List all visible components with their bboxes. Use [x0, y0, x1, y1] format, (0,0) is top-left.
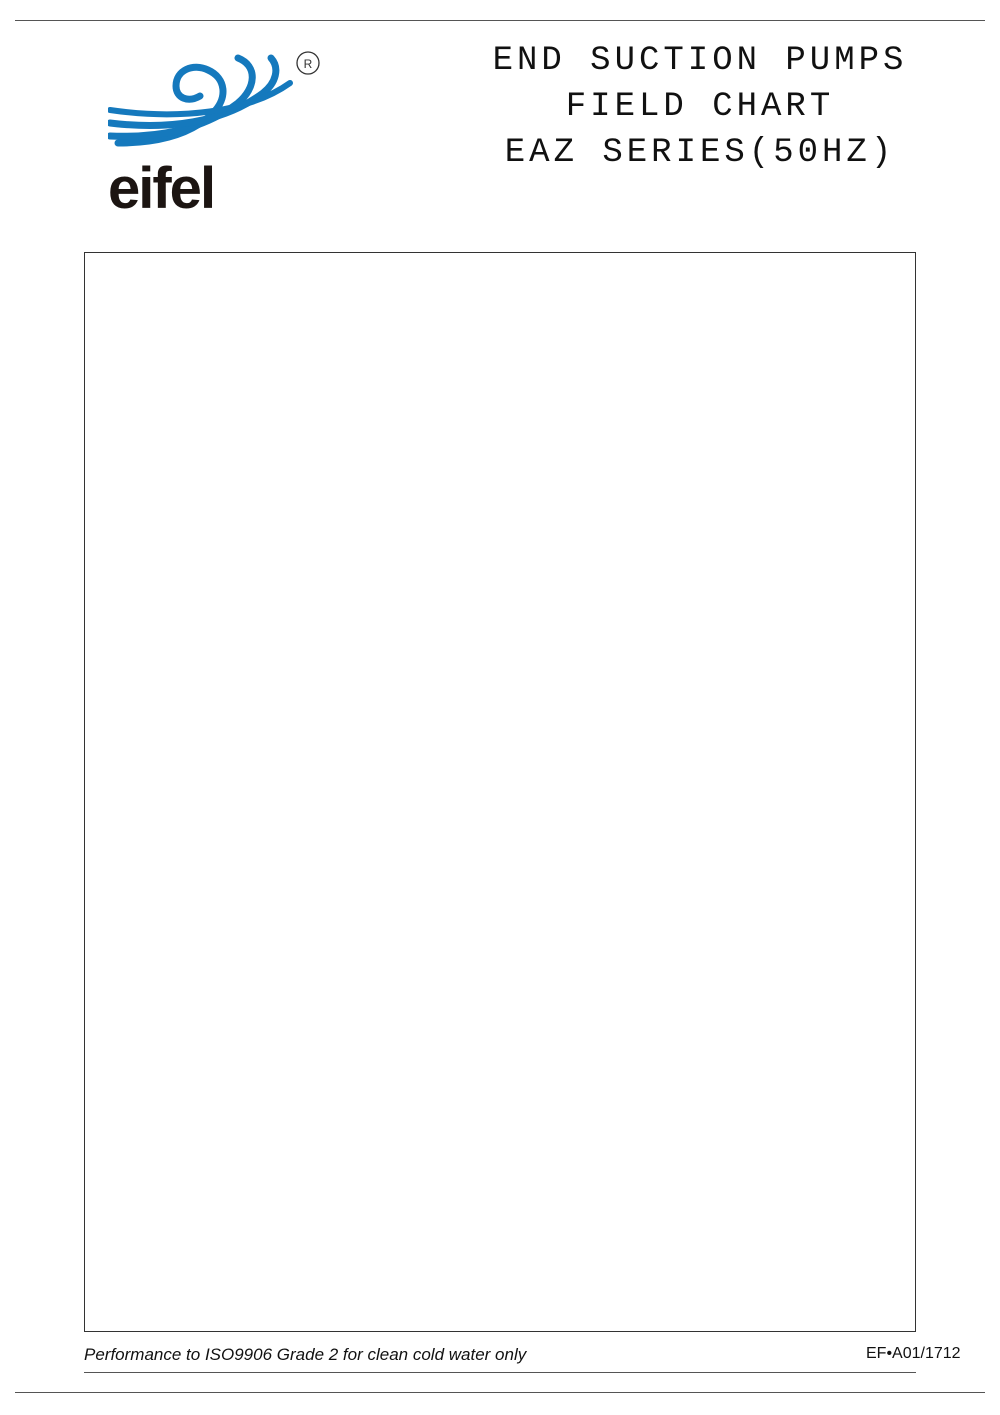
svg-text:R: R [304, 57, 313, 71]
